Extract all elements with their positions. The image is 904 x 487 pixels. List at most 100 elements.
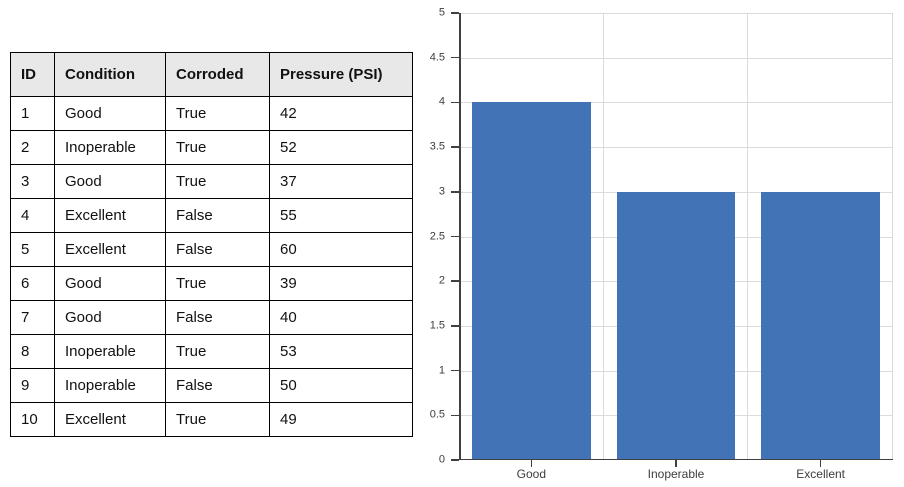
x-axis-tick: [530, 460, 533, 467]
y-axis-tick-label: 1.5: [429, 319, 445, 332]
chart-plot-area: [451, 12, 893, 467]
column-header-condition: Condition: [54, 52, 166, 97]
y-axis-tick-label: 0: [438, 453, 445, 466]
y-axis-tick-label: 4: [438, 95, 445, 108]
table-cell: False: [165, 198, 270, 233]
table-cell: 2: [10, 130, 55, 165]
table-row: 4 Excellent False 55: [10, 198, 413, 233]
table-row: 9 Inoperable False 50: [10, 368, 413, 403]
column-header-id: ID: [10, 52, 55, 97]
table-row: 8 Inoperable True 53: [10, 334, 413, 369]
table-header: ID Condition Corroded Pressure (PSI): [10, 52, 413, 97]
table-cell: True: [165, 266, 270, 301]
table-cell: 39: [269, 266, 413, 301]
v-gridline: [892, 13, 893, 460]
bar-excellent: [761, 191, 880, 460]
column-header-pressure-psi-: Pressure (PSI): [269, 52, 413, 97]
h-gridline: [459, 57, 893, 59]
table-row: 1 Good True 42: [10, 96, 413, 131]
y-axis-tick: [451, 325, 459, 327]
table-cell: 4: [10, 198, 55, 233]
table-row: 5 Excellent False 60: [10, 232, 413, 267]
table-cell: False: [165, 368, 270, 403]
x-axis-category-label: Inoperable: [647, 467, 705, 481]
table-row: 6 Good True 39: [10, 266, 413, 301]
table-cell: Excellent: [54, 198, 166, 233]
y-axis-tick: [451, 414, 459, 417]
h-gridline: [459, 13, 893, 14]
y-axis-tick: [451, 235, 459, 238]
table-cell: False: [165, 300, 270, 335]
table-cell: True: [165, 402, 270, 437]
table-cell: Excellent: [54, 402, 166, 437]
table-cell: 52: [269, 130, 413, 165]
table-cell: False: [165, 232, 270, 267]
table-cell: Good: [54, 164, 166, 199]
table-cell: 40: [269, 300, 413, 335]
x-axis-line: [459, 458, 893, 460]
table-cell: 8: [10, 334, 55, 369]
y-axis-tick: [451, 191, 459, 193]
v-gridline: [747, 13, 749, 460]
table-row: 2 Inoperable True 52: [10, 130, 413, 165]
table-cell: 60: [269, 232, 413, 267]
y-axis-tick: [451, 101, 459, 104]
table-cell: 49: [269, 402, 413, 437]
y-axis-tick-label: 1: [438, 364, 445, 377]
v-gridline: [602, 13, 604, 460]
table-cell: True: [165, 334, 270, 369]
table-row: 7 Good False 40: [10, 300, 413, 335]
y-axis-tick-label: 0.5: [429, 408, 445, 421]
table-row: 10 Excellent True 49: [10, 402, 413, 437]
bar-inoperable: [616, 191, 736, 460]
table-cell: 5: [10, 232, 55, 267]
table-cell: 6: [10, 266, 55, 301]
table-cell: Good: [54, 266, 166, 301]
table-cell: 42: [269, 96, 413, 131]
y-axis-tick: [451, 146, 459, 148]
x-axis-category-label: Excellent: [796, 467, 846, 481]
table-cell: Inoperable: [54, 130, 166, 165]
y-axis-tick-label: 2: [438, 274, 445, 287]
y-axis-line: [459, 13, 461, 460]
table-cell: Excellent: [54, 232, 166, 267]
x-axis-tick: [819, 460, 822, 467]
x-axis-category-label: Good: [516, 467, 547, 481]
y-axis-tick-label: 4.5: [429, 51, 445, 64]
table-cell: Good: [54, 300, 166, 335]
table-body: 1 Good True 42 2 Inoperable True 52 3 Good True 37 4…: [10, 96, 413, 437]
table-cell: 7: [10, 300, 55, 335]
y-axis-tick-label: 5: [438, 6, 445, 19]
table-cell: 3: [10, 164, 55, 199]
table-cell: Good: [54, 96, 166, 131]
y-axis-tick: [451, 280, 459, 282]
table-cell: Inoperable: [54, 334, 166, 369]
table-row: 3 Good True 37: [10, 164, 413, 199]
table-cell: Inoperable: [54, 368, 166, 403]
table-cell: True: [165, 96, 270, 131]
table-cell: 50: [269, 368, 413, 403]
bar-good: [472, 102, 591, 460]
column-header-corroded: Corroded: [165, 52, 270, 97]
table-cell: 37: [269, 164, 413, 199]
table-cell: True: [165, 130, 270, 165]
y-axis-tick-label: 3.5: [429, 140, 445, 153]
y-axis-tick: [451, 459, 459, 461]
x-axis-tick: [675, 460, 677, 467]
h-gridline: [459, 102, 893, 104]
table-cell: 10: [10, 402, 55, 437]
pipe-data-table: ID Condition Corroded Pressure (PSI) 1 Good T…: [10, 52, 413, 437]
y-axis-labels: 0 0.5 1 1.5 2 2.5 3 3.5 4 4.5 5: [407, 7, 445, 465]
y-axis-tick: [451, 12, 459, 14]
h-gridline: [459, 147, 893, 149]
x-axis-labels: Good Inoperable Excellent: [459, 468, 893, 484]
table-cell: 9: [10, 368, 55, 403]
table-cell: 1: [10, 96, 55, 131]
y-axis-tick: [451, 369, 459, 372]
y-axis-tick-label: 3: [438, 185, 445, 198]
y-axis-tick: [451, 56, 459, 59]
table-header-row: ID Condition Corroded Pressure (PSI): [10, 52, 413, 97]
table-cell: 53: [269, 334, 413, 369]
table-cell: 55: [269, 198, 413, 233]
